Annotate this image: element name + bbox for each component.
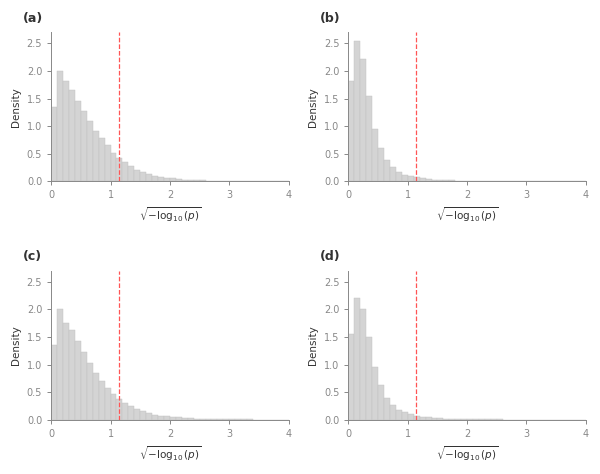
Bar [63,81,69,181]
Bar [402,412,408,419]
Bar [349,81,355,181]
Text: (a): (a) [23,12,43,25]
Bar [408,176,414,181]
Bar [188,418,194,419]
Bar [419,417,425,419]
Bar [134,409,140,419]
Bar [182,418,188,419]
Bar [170,417,176,419]
Bar [366,337,372,419]
Bar [372,367,378,419]
Bar [122,163,128,181]
Bar [69,330,75,419]
Bar [134,170,140,181]
Bar [57,310,63,419]
Bar [176,418,182,419]
Bar [140,411,146,419]
Bar [51,345,57,419]
Bar [164,416,170,419]
Bar [93,130,98,181]
Bar [431,418,437,419]
Bar [170,179,176,181]
Bar [152,415,158,419]
Y-axis label: Density: Density [11,87,21,127]
Bar [425,179,431,181]
X-axis label: $\sqrt{-\log_{10}(p)}$: $\sqrt{-\log_{10}(p)}$ [139,206,201,225]
X-axis label: $\sqrt{-\log_{10}(p)}$: $\sqrt{-\log_{10}(p)}$ [436,206,499,225]
Bar [146,413,152,419]
Bar [176,179,182,181]
Bar [396,172,402,181]
Bar [128,406,134,419]
Bar [194,180,200,181]
Bar [116,399,122,419]
Y-axis label: Density: Density [308,325,319,365]
Bar [81,352,87,419]
Bar [110,394,116,419]
Y-axis label: Density: Density [11,325,21,365]
Bar [152,176,158,181]
Bar [355,298,360,419]
Bar [98,138,104,181]
Bar [414,416,419,419]
Bar [87,120,93,181]
Bar [146,174,152,181]
Bar [366,96,372,181]
Bar [98,381,104,419]
X-axis label: $\sqrt{-\log_{10}(p)}$: $\sqrt{-\log_{10}(p)}$ [436,444,499,463]
Bar [360,310,366,419]
Bar [431,180,437,181]
Bar [372,129,378,181]
Bar [384,398,390,419]
Bar [378,385,384,419]
Bar [110,153,116,181]
Bar [402,174,408,181]
Bar [81,111,87,181]
Bar [414,177,419,181]
Text: (c): (c) [23,250,42,264]
Bar [390,167,396,181]
Bar [128,166,134,181]
Bar [51,107,57,181]
X-axis label: $\sqrt{-\log_{10}(p)}$: $\sqrt{-\log_{10}(p)}$ [139,444,201,463]
Bar [408,414,414,419]
Bar [164,178,170,181]
Bar [390,405,396,419]
Bar [349,334,355,419]
Bar [104,388,110,419]
Bar [57,71,63,181]
Text: (d): (d) [320,250,341,264]
Bar [158,177,164,181]
Bar [378,148,384,181]
Bar [93,373,98,419]
Bar [355,41,360,181]
Bar [122,403,128,419]
Bar [437,418,443,419]
Bar [443,180,449,181]
Bar [425,417,431,419]
Bar [116,158,122,181]
Bar [419,179,425,181]
Bar [158,416,164,419]
Bar [437,180,443,181]
Bar [396,410,402,419]
Text: (b): (b) [320,12,341,25]
Bar [140,172,146,181]
Bar [384,160,390,181]
Bar [75,101,81,181]
Bar [182,180,188,181]
Bar [87,364,93,419]
Y-axis label: Density: Density [308,87,319,127]
Bar [360,59,366,181]
Bar [69,90,75,181]
Bar [104,146,110,181]
Bar [75,341,81,419]
Bar [188,180,194,181]
Bar [63,323,69,419]
